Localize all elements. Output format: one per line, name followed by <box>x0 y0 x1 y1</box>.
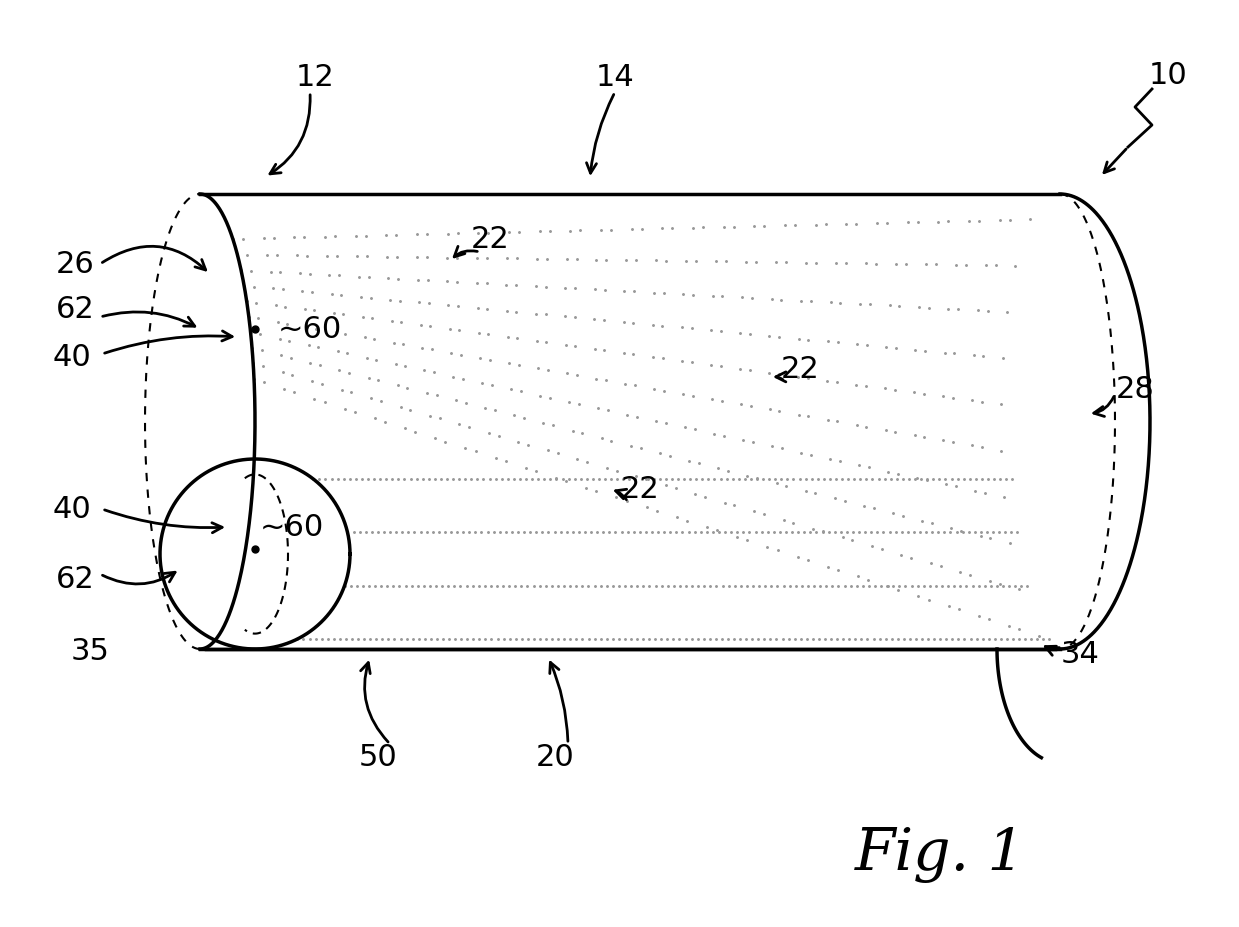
Text: 12: 12 <box>296 63 335 93</box>
Text: 22: 22 <box>781 355 819 384</box>
Text: 22: 22 <box>621 475 659 504</box>
Text: 28: 28 <box>1115 375 1155 404</box>
Text: 26: 26 <box>56 250 94 279</box>
Text: 35: 35 <box>71 637 109 666</box>
Text: ~60: ~60 <box>278 315 342 344</box>
Text: 40: 40 <box>52 495 92 524</box>
Text: 62: 62 <box>56 295 94 324</box>
Text: Fig. 1: Fig. 1 <box>855 826 1026 883</box>
Text: 10: 10 <box>1149 60 1187 89</box>
Text: 50: 50 <box>358 743 398 771</box>
Text: ~60: ~60 <box>260 513 325 542</box>
Text: 62: 62 <box>56 565 94 594</box>
Text: 40: 40 <box>52 343 92 372</box>
Text: 14: 14 <box>596 63 634 93</box>
Text: 34: 34 <box>1061 640 1099 668</box>
Text: 22: 22 <box>471 225 509 254</box>
Text: 20: 20 <box>535 743 575 771</box>
